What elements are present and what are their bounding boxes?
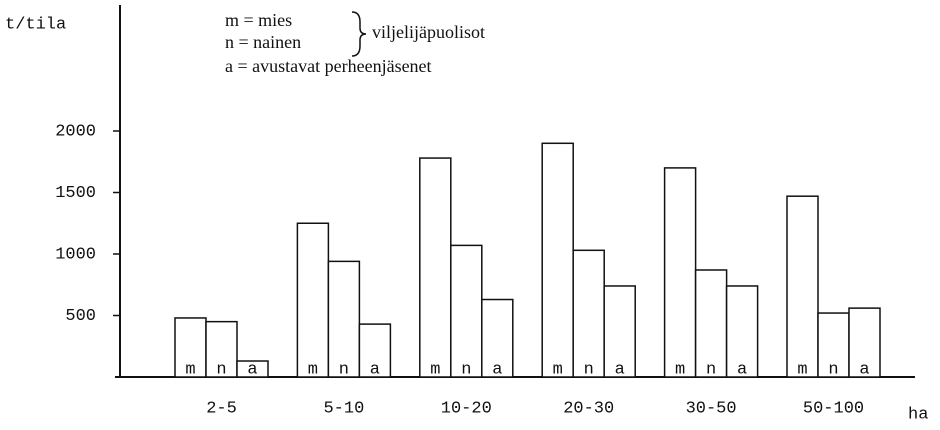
bar: [358, 323, 392, 378]
bar: [725, 285, 759, 378]
bar: [817, 312, 850, 378]
bar: [541, 142, 574, 378]
x-axis-label: ha: [908, 405, 928, 424]
bar-letter: a: [247, 360, 257, 379]
bar: [786, 195, 819, 378]
bar-letter: n: [461, 360, 471, 379]
bar: [174, 317, 207, 378]
legend-group-label: viljelijäpuolisot: [372, 22, 485, 42]
x-tick-label: 10-20: [441, 399, 492, 418]
bar-letter: a: [859, 360, 869, 379]
bar-letter: n: [706, 360, 716, 379]
legend-line: n = nainen: [225, 32, 301, 52]
bar-letter: n: [828, 360, 838, 379]
bar-letter: m: [185, 360, 195, 379]
bar-letter: a: [737, 360, 747, 379]
y-axis-label: t/tila: [5, 15, 66, 34]
bar-letter: n: [339, 360, 349, 379]
bar-letter: a: [615, 360, 625, 379]
bar: [603, 285, 636, 378]
bar: [694, 269, 728, 378]
bar: [663, 167, 697, 378]
bar: [205, 320, 238, 378]
legend-line: a = avustavat perheenjäsenet: [225, 56, 432, 76]
bar: [572, 249, 605, 378]
x-tick-label: 30-50: [686, 399, 737, 418]
x-tick-label: 5-10: [323, 399, 364, 418]
bar-letter: m: [430, 360, 440, 379]
bar-letter: m: [797, 360, 807, 379]
bar: [236, 360, 269, 378]
bar: [327, 260, 361, 378]
y-tick-label: 1500: [55, 184, 96, 203]
bar-letter: m: [553, 360, 563, 379]
bar-letter: n: [584, 360, 594, 379]
x-tick-label: 50-100: [803, 399, 864, 418]
bar: [296, 222, 330, 378]
bar: [419, 157, 452, 378]
bar-letter: a: [492, 360, 502, 379]
bar-letter: m: [308, 360, 318, 379]
legend-brace: [351, 11, 367, 57]
bar: [848, 307, 881, 378]
bar: [481, 298, 514, 378]
y-tick-label: 1000: [55, 245, 96, 264]
y-tick-label: 500: [65, 307, 96, 326]
x-tick-label: 20-30: [563, 399, 614, 418]
y-tick-label: 2000: [55, 122, 96, 141]
bar: [450, 244, 483, 378]
x-tick-label: 2-5: [206, 399, 237, 418]
legend-line: m = mies: [225, 10, 292, 30]
bar-letter: m: [675, 360, 685, 379]
bar-letter: n: [216, 360, 226, 379]
bar-letter: a: [370, 360, 380, 379]
